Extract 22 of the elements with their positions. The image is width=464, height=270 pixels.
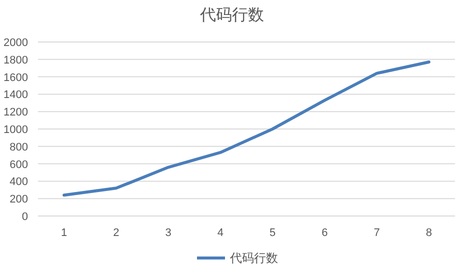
y-tick-label: 1000	[4, 124, 28, 136]
x-tick-label: 4	[217, 227, 224, 239]
y-tick-label: 1600	[4, 72, 28, 84]
y-tick-label: 1400	[4, 89, 28, 102]
y-tick-label: 600	[10, 158, 28, 171]
line-series	[62, 60, 430, 197]
x-tick-label: 8	[426, 227, 432, 239]
y-tick-label: 800	[10, 141, 28, 154]
legend-label: 代码行数	[229, 251, 278, 265]
chart-title: 代码行数	[199, 7, 264, 24]
y-tick-label: 200	[10, 194, 28, 206]
y-tick-label: 400	[10, 176, 28, 188]
x-tick-label: 3	[165, 227, 172, 239]
y-tick-label: 2000	[4, 37, 28, 49]
y-tick-label: 1200	[4, 106, 28, 119]
x-tick-label: 5	[270, 227, 276, 239]
y-tick-label: 0	[22, 211, 28, 223]
x-tick-label: 7	[374, 227, 380, 239]
x-tick-label: 6	[322, 227, 328, 239]
y-tick-label: 1800	[4, 54, 28, 66]
x-tick-label: 2	[113, 227, 120, 239]
x-tick-label: 1	[61, 227, 68, 239]
